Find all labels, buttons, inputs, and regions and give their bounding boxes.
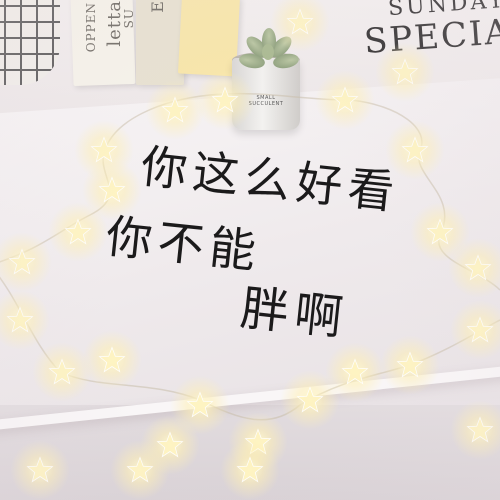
pot-label: SMALL SUCCULENT (248, 95, 284, 107)
star-light-icon (97, 345, 127, 375)
star-light-icon (5, 305, 35, 335)
star-light-icon (47, 357, 77, 387)
star-light-icon (285, 7, 315, 37)
star-light-icon (400, 135, 430, 165)
star-light-icon (340, 357, 370, 387)
caption-line-2b: 胖啊 (237, 279, 352, 347)
star-light-icon (395, 350, 425, 380)
star-light-icon (425, 217, 455, 247)
star-light-icon (7, 247, 37, 277)
star-light-icon (463, 253, 493, 283)
star-light-icon (465, 315, 495, 345)
grid-decoration (0, 0, 60, 85)
caption-line-2a: 你不能 (103, 208, 265, 279)
star-light-icon (89, 135, 119, 165)
star-light-icon (210, 85, 240, 115)
star-light-icon (295, 385, 325, 415)
star-light-icon (465, 415, 495, 445)
star-light-icon (155, 430, 185, 460)
star-light-icon (160, 95, 190, 125)
star-light-icon (25, 455, 55, 485)
book (136, 0, 184, 85)
star-light-icon (185, 390, 215, 420)
star-light-icon (63, 217, 93, 247)
star-light-icon (390, 57, 420, 87)
star-light-icon (97, 175, 127, 205)
star-light-icon (330, 85, 360, 115)
star-light-icon (235, 455, 265, 485)
